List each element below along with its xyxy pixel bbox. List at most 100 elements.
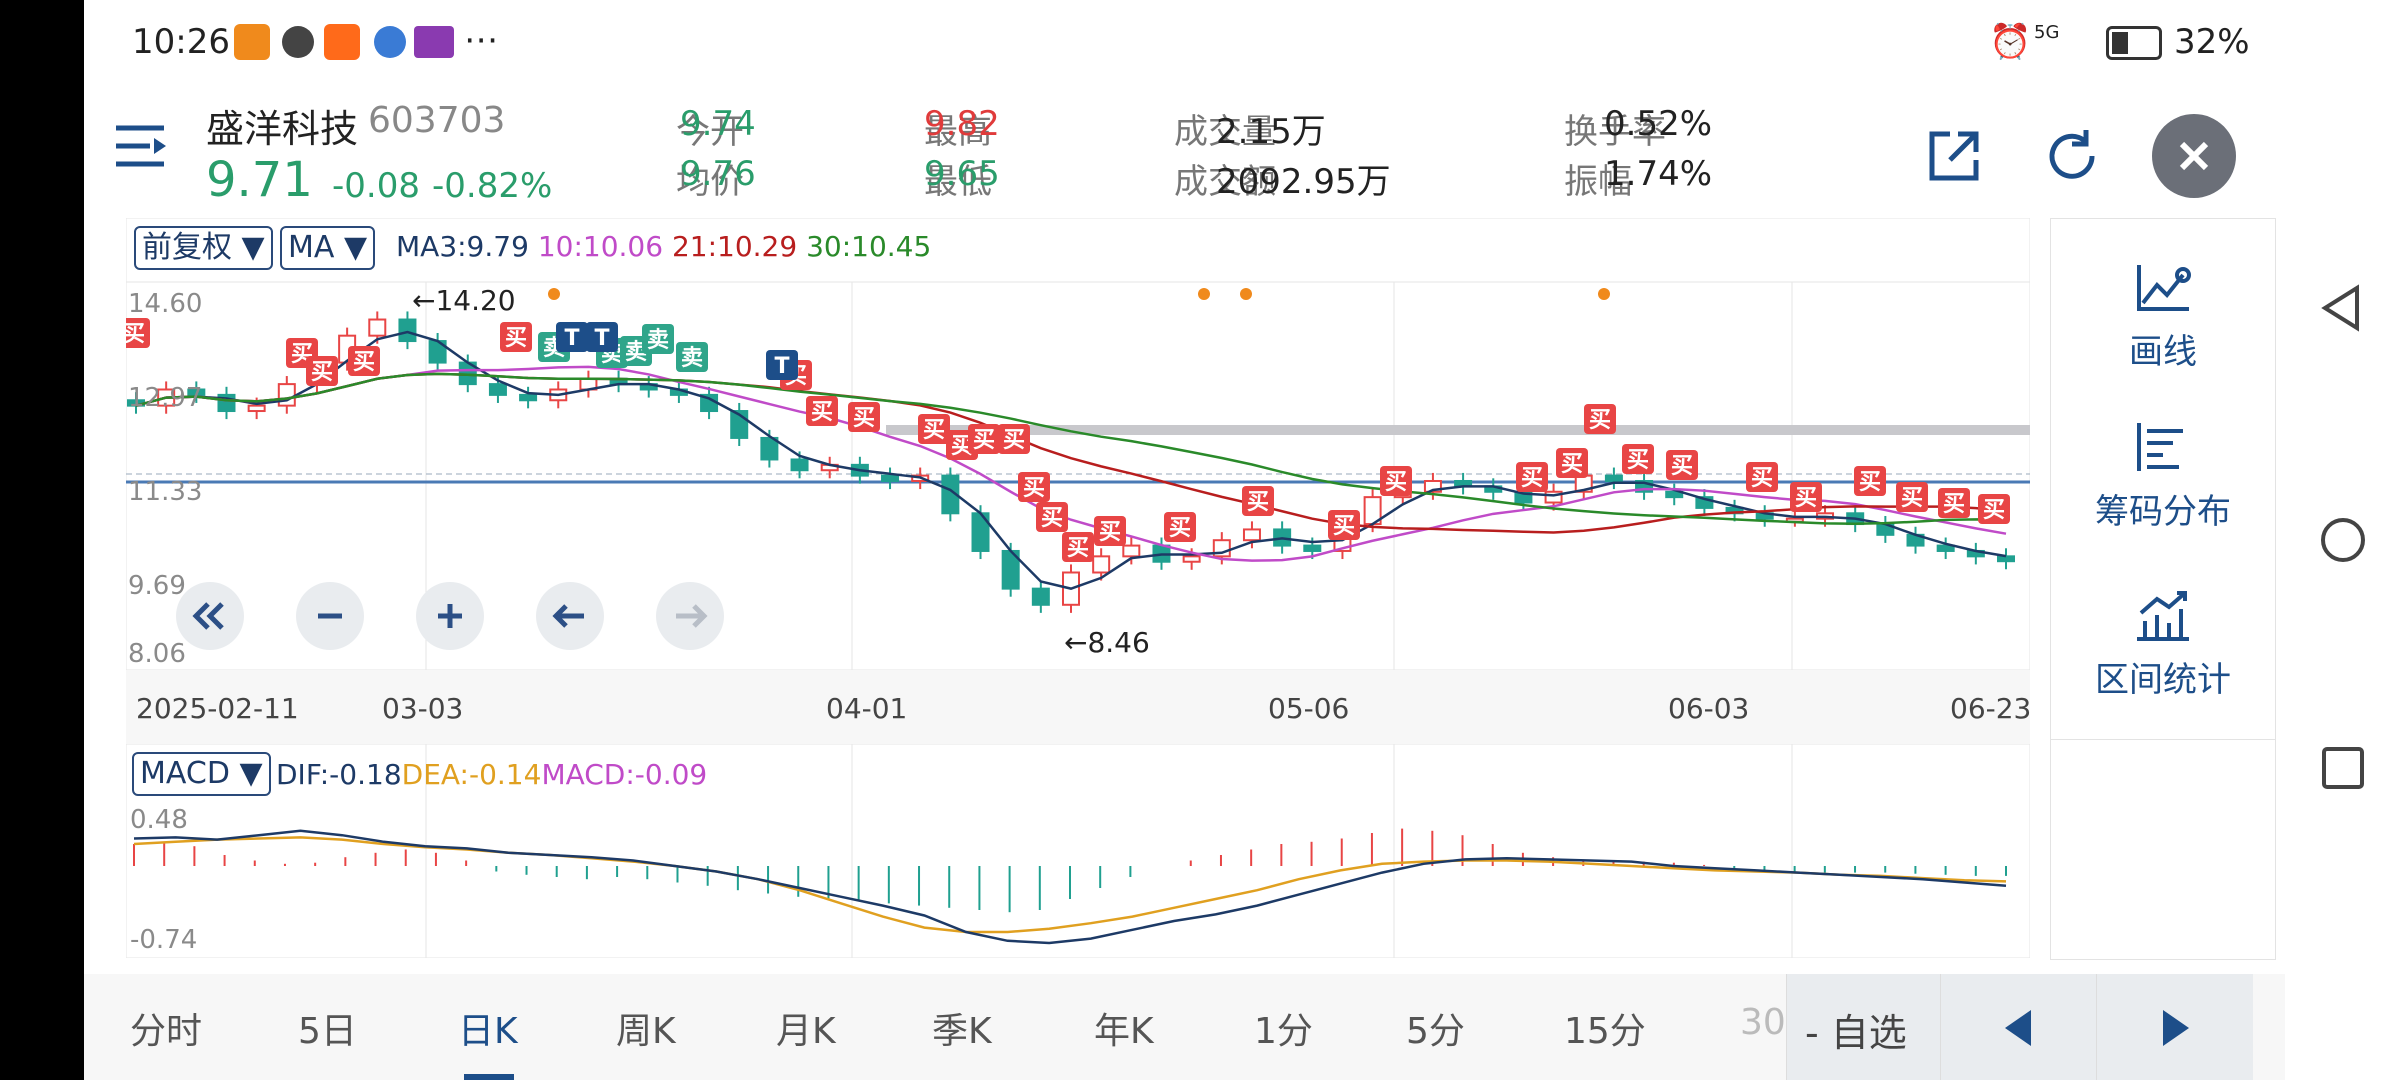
buy-marker-label: 买 xyxy=(1023,476,1045,501)
tab-4[interactable]: 月K xyxy=(776,1011,836,1052)
candle-body xyxy=(187,388,206,396)
candle-body xyxy=(368,318,387,337)
adjust-dropdown[interactable]: 前复权 ▼ xyxy=(134,226,273,270)
macd-tick-label: 0.48 xyxy=(130,805,188,835)
tab-10[interactable]: 30 xyxy=(1740,1002,1786,1043)
buy-marker-bg xyxy=(1938,488,1970,518)
stock-name: 盛洋科技 xyxy=(206,107,359,151)
tab-9[interactable]: 15分 xyxy=(1564,1011,1646,1052)
t-marker-label: T xyxy=(594,326,609,351)
signal-icon: 5G xyxy=(2034,22,2060,43)
buy-marker-bg xyxy=(1062,532,1094,562)
quote-value: 1.74% xyxy=(1604,154,1713,194)
tab-7[interactable]: 1分 xyxy=(1254,1011,1313,1052)
candle-body xyxy=(790,458,809,472)
macd-dropdown[interactable]: MACD ▼ xyxy=(132,752,271,796)
macd-legend: DIF:-0.18DEA:-0.14MACD:-0.09 xyxy=(276,758,707,791)
audio-notification-icon xyxy=(282,26,314,58)
tab-5[interactable]: 季K xyxy=(932,1011,992,1052)
tab-3[interactable]: 周K xyxy=(616,1011,676,1052)
tab-8[interactable]: 5分 xyxy=(1406,1011,1465,1052)
chip-distribution-button[interactable]: 筹码分布 xyxy=(2051,419,2275,533)
dif-legend: DIF:-0.18 xyxy=(276,758,402,791)
home-nav-icon[interactable] xyxy=(2319,516,2367,564)
candle-body xyxy=(519,393,538,402)
ma-dropdown[interactable]: MA ▼ xyxy=(280,226,376,270)
buy-marker-bg xyxy=(1746,462,1778,492)
candle-body xyxy=(1092,555,1111,574)
buy-marker-bg xyxy=(348,346,380,376)
resistance-band xyxy=(886,425,2030,435)
signal-dot xyxy=(548,288,560,300)
candle-body xyxy=(1635,479,1654,493)
next-stock-button[interactable] xyxy=(2096,974,2253,1080)
t-marker-label: T xyxy=(774,354,789,379)
buy-marker-label: 买 xyxy=(1671,454,1693,479)
candle-body xyxy=(941,474,960,515)
jump-start-button[interactable] xyxy=(176,582,244,650)
battery-icon xyxy=(2106,26,2162,60)
buy-marker-label: 买 xyxy=(1521,466,1543,491)
interval-stats-button[interactable]: 区间统计 xyxy=(2051,587,2275,701)
draw-line-button[interactable]: 画线 xyxy=(2051,259,2275,373)
quote-value: 0.52% xyxy=(1604,104,1713,144)
tool-sidebar: 画线 筹码分布 区间统计 xyxy=(2050,218,2276,960)
tab-0[interactable]: 分时 xyxy=(130,1011,203,1052)
buy-marker-label: 买 xyxy=(311,360,333,385)
pan-right-button[interactable] xyxy=(656,582,724,650)
tab-1[interactable]: 5日 xyxy=(298,1011,357,1052)
pan-left-button[interactable] xyxy=(536,582,604,650)
buy-marker-label: 买 xyxy=(1169,516,1191,541)
buy-marker-label: 买 xyxy=(1561,452,1583,477)
back-nav-icon[interactable] xyxy=(2321,284,2361,332)
quote-value: 9.74 xyxy=(680,104,756,144)
recents-nav-icon[interactable] xyxy=(2321,746,2365,790)
buy-marker-label: 买 xyxy=(923,418,945,443)
buy-marker-label: 买 xyxy=(1067,536,1089,561)
close-button[interactable] xyxy=(2152,114,2236,198)
arrow-left-icon xyxy=(552,604,584,628)
date-axis-bg xyxy=(126,670,2030,744)
tab-2[interactable]: 日K xyxy=(458,1011,518,1052)
high-marker-label: ←14.20 xyxy=(412,284,516,317)
app-screen: 10:26 ⋯ ⏰ 5G 32% 盛洋科技 603703 9.71 -0.08 … xyxy=(84,0,2285,1080)
buy-marker-bg xyxy=(1094,516,1126,546)
watchlist-button[interactable]: - 自选 xyxy=(1786,974,1941,1080)
zoom-in-button[interactable] xyxy=(416,582,484,650)
candle-body xyxy=(1544,490,1563,504)
chart-area[interactable]: 14.60 12.97 11.33 9.69 8.06 ←14.20 ←8.46 买买买买买买… xyxy=(118,217,2116,962)
period-tab-bar: 分时 5日 日K 周K 月K 季K 年K 1分 5分 15分 30 - 自选 xyxy=(84,974,2285,1080)
t-marker-label: T xyxy=(564,326,579,351)
sell-marker-label: 卖 xyxy=(647,327,669,353)
buy-marker-label: 买 xyxy=(1003,428,1025,453)
menu-icon[interactable] xyxy=(114,118,170,174)
candle-body xyxy=(1031,587,1050,606)
quote-label: 最低 xyxy=(924,162,992,202)
share-icon[interactable] xyxy=(1924,126,1984,186)
macd-value-legend: MACD:-0.09 xyxy=(541,758,708,791)
prev-stock-button[interactable] xyxy=(1940,974,2097,1080)
buy-marker-bg xyxy=(1018,472,1050,502)
price-tick-label: 12.97 xyxy=(128,383,202,413)
refresh-icon[interactable] xyxy=(2042,126,2102,186)
buy-marker-label: 买 xyxy=(1859,470,1881,495)
macd-tick-label: -0.74 xyxy=(130,925,197,955)
tab-6[interactable]: 年K xyxy=(1094,1011,1154,1052)
battery-percent: 32% xyxy=(2174,22,2250,62)
buy-marker-bg xyxy=(998,424,1030,454)
buy-marker-bg xyxy=(1328,510,1360,540)
stock-change: -0.08 xyxy=(332,166,420,206)
buy-marker-label: 买 xyxy=(1627,448,1649,473)
candle-body xyxy=(488,383,507,396)
ma21-legend: 21:10.29 xyxy=(671,230,798,263)
price-tick-label: 8.06 xyxy=(128,639,186,669)
buy-marker-bg xyxy=(1584,404,1616,434)
zoom-out-button[interactable] xyxy=(296,582,364,650)
quote-value: 2.15万 xyxy=(1216,112,1326,152)
buy-marker-label: 买 xyxy=(973,428,995,453)
quote-label: 最高 xyxy=(924,112,992,152)
buy-marker-bg xyxy=(118,318,150,348)
buy-marker-label: 买 xyxy=(1247,490,1269,515)
minus-icon xyxy=(318,613,342,619)
